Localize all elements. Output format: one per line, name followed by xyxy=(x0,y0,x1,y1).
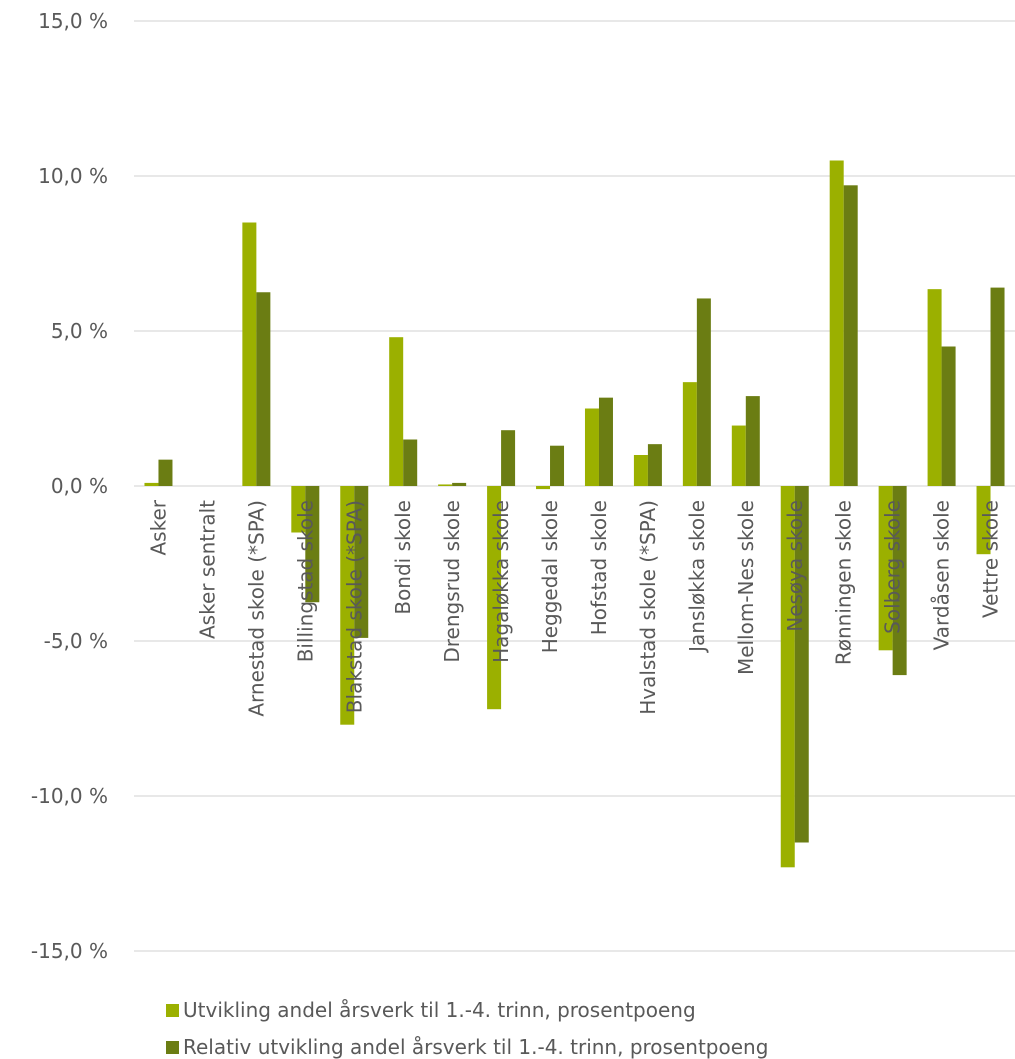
bar-series-1-14 xyxy=(829,160,844,486)
bar-series-1-11 xyxy=(682,382,697,486)
bar-series-2-3 xyxy=(305,486,320,603)
bar-series-2-4 xyxy=(354,486,369,638)
bar-series-2-0 xyxy=(158,459,173,486)
bar-series-1-10 xyxy=(633,455,648,486)
bar-series-2-2 xyxy=(256,292,271,486)
legend-entry-series-1: Utvikling andel årsverk til 1.-4. trinn,… xyxy=(166,998,696,1022)
category-label: Asker sentralt xyxy=(195,500,219,639)
bar-series-2-9 xyxy=(598,397,613,486)
legend-swatch-series-2 xyxy=(166,1040,179,1054)
gridlines xyxy=(134,20,1015,952)
bar-series-1-7 xyxy=(487,486,502,710)
category-label: Blakstad skole (*SPA) xyxy=(342,500,366,713)
y-tick-label: -15,0 % xyxy=(31,939,108,963)
category-labels: Asker Asker sentralt Arnestad skole (*SPA)… xyxy=(146,499,1002,716)
category-label: Solberg skole xyxy=(881,500,905,634)
bar-series-1-4 xyxy=(340,486,355,725)
category-label: Jansløkka skole xyxy=(685,500,709,654)
bar-series-1-13 xyxy=(780,486,795,868)
y-tick-label: 15,0 % xyxy=(38,9,108,33)
category-label: Asker xyxy=(146,499,170,555)
category-label: Rønningen skole xyxy=(832,500,856,665)
category-label: Vettre skole xyxy=(979,500,1003,618)
bar-series-1-12 xyxy=(731,425,746,486)
category-label: Drengsrud skole xyxy=(440,500,464,663)
bar-series-2-17 xyxy=(990,287,1005,486)
legend-swatch-series-1 xyxy=(166,1003,179,1017)
category-label: Heggedal skole xyxy=(538,500,562,653)
y-tick-label: -10,0 % xyxy=(31,784,108,808)
bar-series-2-15 xyxy=(892,486,907,676)
bar-series-1-2 xyxy=(242,222,257,486)
y-axis-tick-labels: 15,0 % 10,0 % 5,0 % 0,0 % -5,0 % -10,0 % -15,0… xyxy=(31,9,108,963)
bar-series-1-9 xyxy=(584,408,599,486)
bar-series-2-11 xyxy=(696,298,711,486)
bar-series-1-15 xyxy=(878,486,893,651)
category-label: Bondi skole xyxy=(391,500,415,615)
category-label: Mellom-Nes skole xyxy=(734,500,758,675)
category-label: Billingstad skole xyxy=(293,500,317,662)
bar-series-2-16 xyxy=(941,346,956,486)
bar-series-1-6 xyxy=(438,484,453,486)
bar-series-1-0 xyxy=(144,482,159,486)
bar-series-2-7 xyxy=(501,430,516,486)
bar-series-2-12 xyxy=(745,396,760,486)
bar-series-1-8 xyxy=(536,486,551,490)
bar-series-2-5 xyxy=(403,439,418,486)
category-label: Hvalstad skole (*SPA) xyxy=(636,500,660,715)
bar-series-1-16 xyxy=(927,289,942,486)
bar-series-2-14 xyxy=(843,185,858,487)
bar-series-2-8 xyxy=(550,445,565,486)
bar-series-1-3 xyxy=(291,486,306,533)
legend-label-series-1: Utvikling andel årsverk til 1.-4. trinn,… xyxy=(183,998,696,1022)
y-tick-label: -5,0 % xyxy=(44,629,108,653)
legend-label-series-2: Relativ utvikling andel årsverk til 1.-4… xyxy=(183,1035,769,1059)
bar-series-2-10 xyxy=(647,444,662,486)
bar-series-1-5 xyxy=(389,337,404,486)
legend-entry-series-2: Relativ utvikling andel årsverk til 1.-4… xyxy=(166,1035,768,1059)
y-tick-label: 5,0 % xyxy=(51,319,108,343)
y-tick-label: 10,0 % xyxy=(38,164,108,188)
category-label: Hagaløkka skole xyxy=(489,500,513,663)
bars xyxy=(144,160,1005,868)
bar-series-1-17 xyxy=(976,486,991,555)
bar-series-2-13 xyxy=(794,486,809,843)
bar-series-2-6 xyxy=(452,482,467,486)
category-label: Arnestad skole (*SPA) xyxy=(244,500,268,717)
category-label: Nesøya skole xyxy=(783,500,807,632)
y-tick-label: 0,0 % xyxy=(51,474,108,498)
category-label: Hofstad skole xyxy=(587,500,611,635)
category-label: Vardåsen skole xyxy=(930,500,954,650)
